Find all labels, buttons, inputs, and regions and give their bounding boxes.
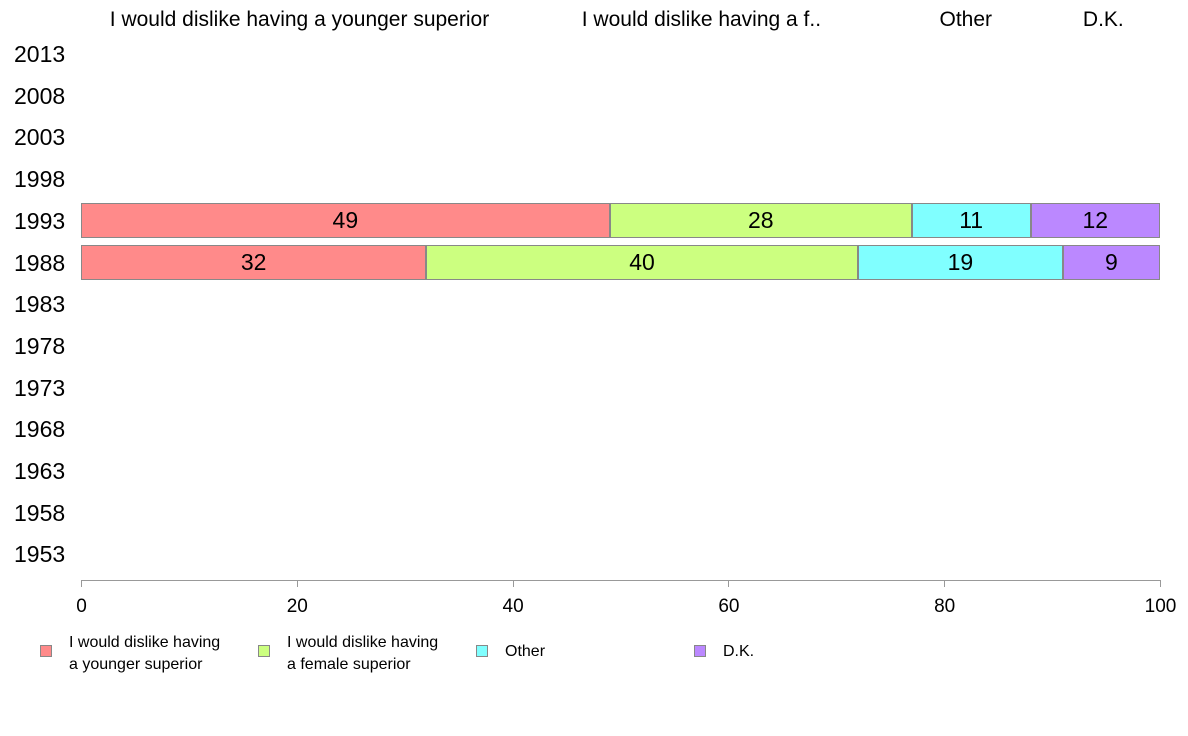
legend-swatch: [476, 645, 488, 657]
x-tick-label: 0: [76, 596, 87, 617]
year-label: 1978: [14, 332, 66, 359]
bar-segment: 12: [1030, 202, 1160, 238]
legend-label: I would dislike having a female superior: [287, 632, 438, 676]
x-tick-label: 100: [1144, 596, 1177, 617]
series-header: I would dislike having a f..: [581, 8, 822, 31]
series-header: I would dislike having a younger superio…: [109, 8, 490, 31]
bar-segment: 19: [857, 244, 1063, 280]
x-axis-tick: [728, 580, 730, 587]
bar-segment: 32: [81, 244, 427, 280]
year-label: 1998: [14, 166, 66, 193]
year-label: 2008: [14, 82, 66, 109]
x-axis-tick: [512, 580, 514, 587]
legend-label: I would dislike having a younger superior: [69, 632, 220, 676]
series-header: D.K.: [1082, 8, 1124, 31]
bar-segment: 49: [81, 202, 610, 238]
legend-label-line: a female superior: [287, 656, 411, 673]
x-axis-line: [81, 580, 1161, 581]
year-label: 1963: [14, 458, 66, 484]
legend-label: Other: [505, 643, 546, 660]
year-label: 1993: [14, 207, 66, 234]
bar-segment: 9: [1062, 244, 1160, 280]
x-axis-tick: [81, 580, 82, 587]
year-label: 2003: [14, 124, 66, 151]
series-header: Other: [939, 8, 993, 31]
x-tick-label: 20: [286, 596, 308, 617]
legend-label-line: I would dislike having: [287, 634, 439, 651]
legend-swatch: [694, 645, 706, 657]
legend-label: D.K.: [723, 643, 755, 660]
year-label: 2013: [14, 41, 66, 67]
year-label: 1958: [14, 499, 66, 526]
x-axis-tick: [296, 580, 298, 587]
legend-swatch: [40, 645, 52, 657]
year-label: 1953: [14, 541, 66, 568]
year-label: 1983: [14, 291, 66, 318]
bar-segment: 28: [609, 202, 912, 238]
year-label: 1973: [14, 374, 66, 401]
bar-segment: 40: [426, 244, 858, 280]
year-label: 1988: [14, 249, 66, 276]
x-tick-label: 40: [502, 596, 524, 617]
x-tick-label: 60: [718, 596, 740, 617]
x-axis-tick: [1160, 580, 1161, 587]
legend-label-line: a younger superior: [69, 656, 203, 673]
legend-label-line: I would dislike having: [69, 634, 221, 651]
bar-segment: 11: [911, 202, 1031, 238]
legend-swatch: [258, 645, 270, 657]
x-tick-label: 80: [934, 596, 956, 617]
year-label: 1968: [14, 416, 66, 443]
x-axis-tick: [944, 580, 946, 587]
